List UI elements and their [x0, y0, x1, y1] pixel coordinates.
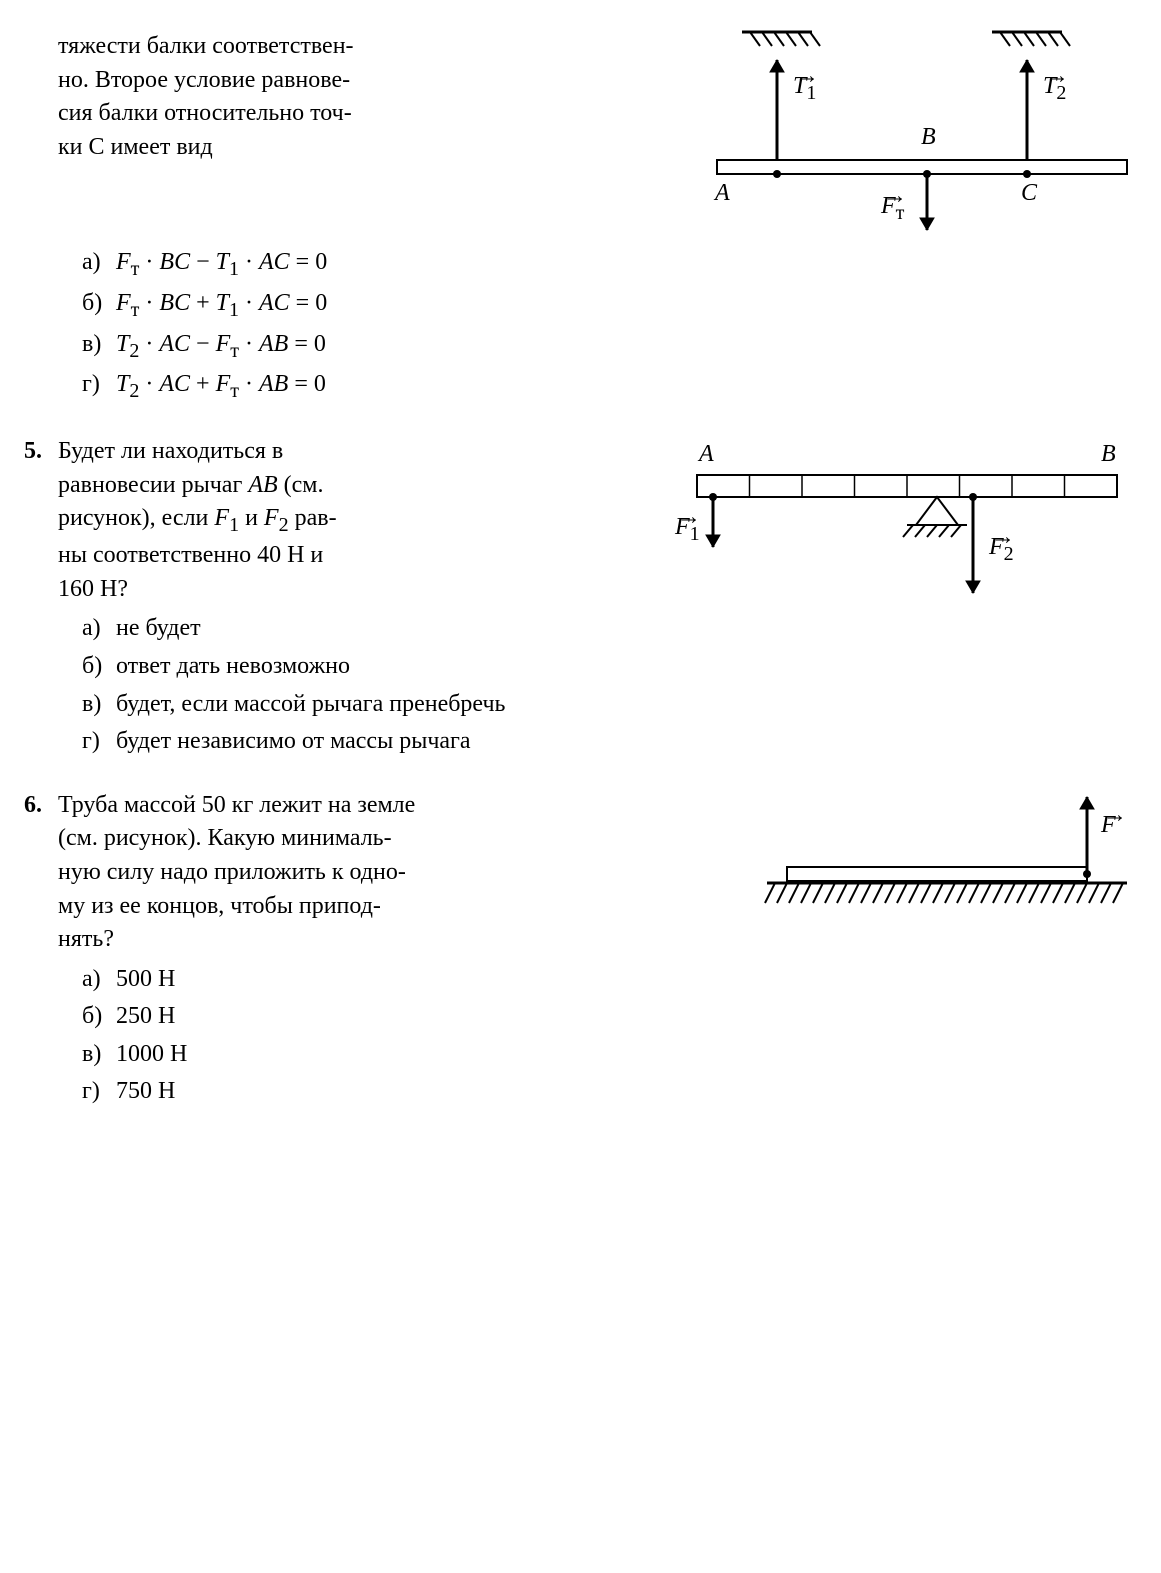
question-5: 5. Будет ли находиться в равновесии рыча… [24, 435, 1137, 763]
option-text: Fт · BC + T1 · AC = 0 [116, 287, 327, 324]
option-v: в) будет, если массой рычага пренебречь [82, 688, 1137, 722]
text-line: му из ее концов, чтобы припод- [58, 893, 381, 919]
option-g: г) T2 · AC + Fт · AB = 0 [82, 368, 1137, 405]
question-5-text: Будет ли находиться в равновесии рычаг A… [58, 435, 669, 606]
option-a: а) не будет [82, 612, 1137, 646]
option-g: г) 750 Н [82, 1075, 1137, 1109]
question-4-text: тяжести балки соответствен- но. Второе у… [58, 30, 699, 240]
option-text: T2 · AC + Fт · AB = 0 [116, 368, 326, 405]
question-4: тяжести балки соответствен- но. Второе у… [24, 30, 1137, 409]
question-6-options: а) 500 Н б) 250 Н в) 1000 Н г) 750 Н [82, 963, 1137, 1109]
option-text: ответ дать невозможно [116, 650, 350, 684]
question-number: 6. [24, 789, 58, 823]
option-b: б) ответ дать невозможно [82, 650, 1137, 684]
option-a: а) 500 Н [82, 963, 1137, 997]
text-line: 160 Н? [58, 576, 128, 602]
option-text: 1000 Н [116, 1038, 187, 1072]
option-g: г) будет независимо от массы рычага [82, 725, 1137, 759]
text-line: ны соответственно 40 Н и [58, 542, 323, 568]
option-text: будет, если массой рычага пренебречь [116, 688, 506, 722]
option-text: 750 Н [116, 1075, 175, 1109]
question-6: 6. Труба массой 50 кг лежит на земле (см… [24, 789, 1137, 1113]
question-4-options: а) Fт · BC − T1 · AC = 0 б) Fт · BC + T1… [82, 246, 1137, 405]
text-line: равновесии рычаг AB (см. [58, 472, 323, 498]
figure-q4: ABC→T1→T2→Fт [707, 30, 1137, 240]
text-line: сия балки относительно точ- [58, 100, 352, 126]
text-line: ную силу надо приложить к одно- [58, 859, 406, 885]
option-text: 500 Н [116, 963, 175, 997]
option-b: б) 250 Н [82, 1000, 1137, 1034]
option-text: 250 Н [116, 1000, 175, 1034]
text-line: Труба массой 50 кг лежит на земле [58, 792, 415, 818]
text-line: рисунок), если F1 и F2 рав- [58, 505, 337, 531]
question-5-options: а) не будет б) ответ дать невозможно в) … [82, 612, 1137, 758]
figure-q6: →F [757, 789, 1137, 939]
option-text: T2 · AC − Fт · AB = 0 [116, 328, 326, 365]
option-v: в) T2 · AC − Fт · AB = 0 [82, 328, 1137, 365]
option-v: в) 1000 Н [82, 1038, 1137, 1072]
option-text: не будет [116, 612, 201, 646]
text-line: но. Второе условие равнове- [58, 67, 350, 93]
question-number: 5. [24, 435, 58, 469]
option-text: будет независимо от массы рычага [116, 725, 471, 759]
svg-text:B: B [921, 124, 936, 150]
text-line: (см. рисунок). Какую минималь- [58, 825, 392, 851]
option-b: б) Fт · BC + T1 · AC = 0 [82, 287, 1137, 324]
svg-text:A: A [697, 441, 714, 467]
text-line: Будет ли находиться в [58, 438, 283, 464]
question-6-text: Труба массой 50 кг лежит на земле (см. р… [58, 789, 749, 957]
svg-text:A: A [713, 180, 730, 206]
svg-text:B: B [1101, 441, 1116, 467]
text-line: тяжести балки соответствен- [58, 33, 354, 59]
text-line: нять? [58, 926, 114, 952]
svg-text:C: C [1021, 180, 1038, 206]
option-text: Fт · BC − T1 · AC = 0 [116, 246, 327, 283]
figure-q5: AB→F1→F2 [677, 435, 1137, 605]
text-line: ки C имеет вид [58, 134, 213, 160]
option-a: а) Fт · BC − T1 · AC = 0 [82, 246, 1137, 283]
